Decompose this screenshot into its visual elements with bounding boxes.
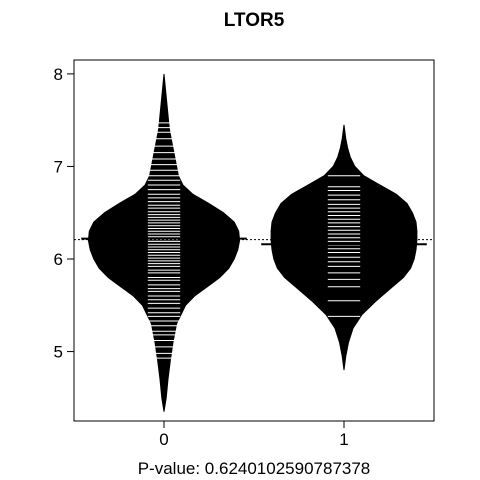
y-axis: 5 6 7 8	[54, 65, 74, 362]
y-tick-label: 8	[54, 65, 63, 84]
x-tick-label: 0	[159, 430, 168, 449]
x-tick-label: 1	[339, 430, 348, 449]
y-tick-label: 5	[54, 343, 63, 362]
y-tick-label: 7	[54, 157, 63, 176]
plot-frame	[73, 59, 435, 422]
chart-title: LTOR5	[224, 10, 285, 31]
bean-1	[270, 124, 418, 371]
y-tick-label: 6	[54, 250, 63, 269]
observation-rug-layer	[147, 122, 361, 359]
bean-layer	[87, 73, 418, 412]
group-mean-layer	[81, 237, 427, 246]
bean-0	[87, 73, 241, 412]
x-axis-label: P-value: 0.6240102590787378	[138, 459, 371, 478]
